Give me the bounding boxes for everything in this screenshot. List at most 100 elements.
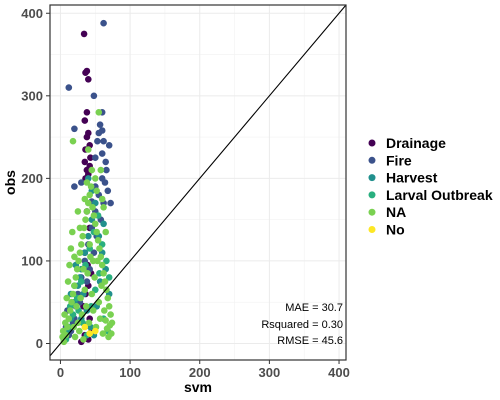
x-tick-label: 400 [328,365,350,380]
plot-border [49,4,347,361]
legend-label: Fire [386,152,412,168]
point-na [88,290,96,298]
point-na [86,241,93,248]
point-na [64,278,72,285]
point-harvest [85,232,92,240]
point-na [82,216,89,223]
legend-key-drainage [368,139,376,147]
point-na [83,208,91,215]
point-na [76,224,84,232]
point-na [96,245,103,252]
point-na [95,298,103,306]
legend-label: No [386,222,405,238]
point-fire [71,183,78,190]
point-larval-outbreak [105,274,113,281]
legend-key-larval-outbreak [368,191,376,199]
point-na [76,249,84,256]
point-na [89,307,97,314]
point-na [81,195,89,203]
point-na [78,241,85,248]
y-tick-label: 0 [36,336,43,351]
point-fire [98,127,106,134]
point-na [98,261,106,269]
point-na [97,166,105,174]
point-fire [102,158,109,166]
point-harvest [100,220,107,228]
point-fire [96,121,104,128]
point-na [77,294,84,302]
axis-ticks: 0 100 200 300 400 0 100 200 300 400 [21,6,350,380]
point-no [86,330,93,337]
point-fire [83,278,91,285]
point-drainage [80,30,88,38]
point-na [102,228,109,236]
point-na [106,322,114,329]
x-tick-label: 300 [259,365,281,380]
legend-key-na [368,208,376,216]
point-harvest [81,249,89,256]
point-na [83,179,91,186]
point-na [104,294,112,302]
point-drainage [83,67,91,75]
y-tick-label: 200 [21,171,43,186]
point-na [74,208,82,215]
x-axis-title: svm [184,379,212,395]
point-na [68,298,75,306]
point-na [71,333,79,341]
point-fire [107,199,114,207]
point-na [91,274,98,281]
point-na [85,146,92,153]
point-na [69,228,76,236]
point-na [59,327,67,335]
point-na [71,253,78,261]
point-na [100,204,107,211]
point-na [69,290,77,298]
point-na [102,317,109,324]
point-drainage [87,154,94,161]
point-drainage [85,129,92,137]
point-na [100,270,107,277]
legend-label: Larval Outbreak [386,187,493,203]
data-points [59,19,116,346]
point-na [107,311,114,318]
point-na [95,109,103,116]
point-na [99,330,107,337]
legend-key-harvest [368,174,376,182]
point-fire [94,137,101,145]
point-na [89,257,97,265]
point-na [86,191,93,199]
legend-label: NA [386,204,406,220]
point-na [63,294,70,302]
point-na [87,183,95,190]
point-na [82,303,90,310]
x-tick-label: 0 [57,365,64,380]
point-na [66,307,74,314]
point-larval-outbreak [103,257,110,265]
point-larval-outbreak [78,278,85,285]
point-na [92,175,99,182]
annotation-mae: MAE = 30.7 [285,302,343,314]
point-fire [71,125,78,133]
point-drainage [83,109,91,116]
point-fire [100,137,107,145]
point-fire [100,19,107,27]
annotation-rmse: RMSE = 45.6 [277,335,343,347]
legend-key-no [368,226,376,233]
x-tick-label: 200 [189,365,211,380]
legend-key-fire [368,156,376,164]
point-fire [90,92,98,100]
point-fire [103,166,110,174]
point-na [71,282,78,290]
point-na [79,232,86,240]
point-fire [104,187,112,195]
point-na [108,330,115,337]
point-na [98,195,106,203]
point-na [81,286,89,294]
point-na [88,166,96,174]
point-fire [98,150,106,157]
identity-line [49,4,347,357]
point-fire [105,142,113,149]
y-tick-label: 300 [21,88,43,103]
